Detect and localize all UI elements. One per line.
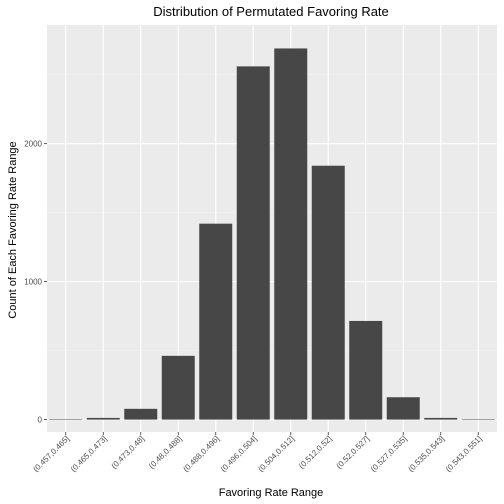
x-tick-label: (0.457,0.465] xyxy=(31,434,71,474)
x-tick-label: (0.48,0.488] xyxy=(147,434,184,471)
x-tick-label: (0.504,0.512] xyxy=(256,434,296,474)
chart-title: Distribution of Permutated Favoring Rate xyxy=(153,4,389,19)
x-tick-label: (0.465,0.473] xyxy=(69,434,109,474)
bar xyxy=(311,165,345,420)
y-tick-label: 0 xyxy=(38,416,43,425)
bar xyxy=(236,66,270,420)
bar xyxy=(161,355,195,420)
y-tick-label: 1000 xyxy=(24,278,42,287)
bar xyxy=(49,419,83,420)
y-tick-label: 2000 xyxy=(24,140,42,149)
bar xyxy=(124,408,158,420)
x-tick-label: (0.512,0.52] xyxy=(297,434,334,471)
x-axis-title: Favoring Rate Range xyxy=(219,487,324,499)
bar xyxy=(424,417,458,420)
x-tick-label: (0.496,0.504] xyxy=(219,434,259,474)
bar xyxy=(274,48,308,420)
x-tick-label: (0.52,0.527] xyxy=(335,434,372,471)
x-tick-label: (0.473,0.48] xyxy=(110,434,147,471)
x-tick-label: (0.543,0.551] xyxy=(444,434,484,474)
bar xyxy=(199,223,233,420)
x-tick-label: (0.527,0.535] xyxy=(369,434,409,474)
x-tick-label: (0.488,0.496] xyxy=(181,434,221,474)
bar xyxy=(349,320,383,420)
bar xyxy=(386,397,420,420)
plot-panel: 0 1000 2000 (0.457,0.465](0.465,0.473] (0.47… xyxy=(24,25,497,474)
x-tick-label: (0.535,0.543] xyxy=(406,434,446,474)
y-axis-title: Count of Each Favoring Rate Range xyxy=(7,141,19,318)
bar xyxy=(461,419,495,420)
bar xyxy=(86,417,120,420)
panel-background xyxy=(47,25,497,432)
